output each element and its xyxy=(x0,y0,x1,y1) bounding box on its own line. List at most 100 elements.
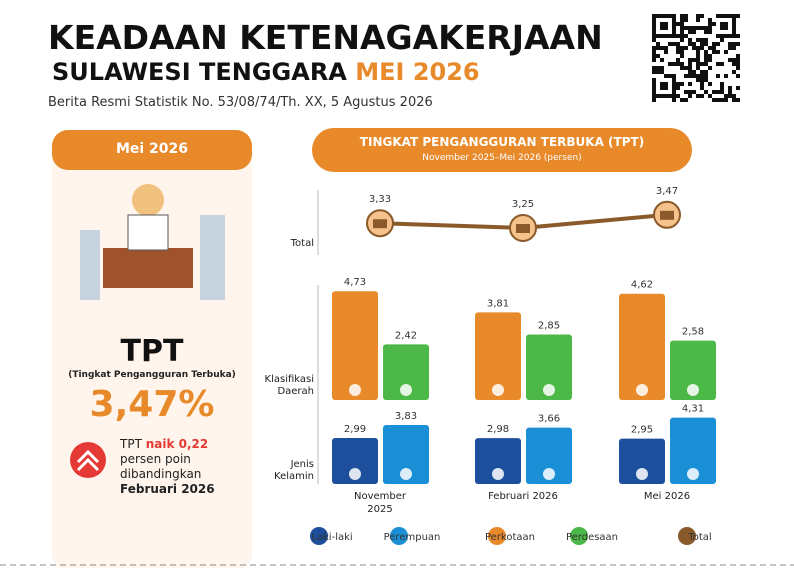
bar-icon xyxy=(687,468,699,480)
qr-cell xyxy=(696,66,700,70)
qr-cell xyxy=(704,50,708,54)
qr-cell xyxy=(732,18,736,22)
qr-cell xyxy=(672,34,676,38)
qr-cell xyxy=(652,30,656,34)
qr-cell xyxy=(696,50,700,54)
qr-cell xyxy=(700,86,704,90)
qr-cell xyxy=(692,90,696,94)
qr-cell xyxy=(716,74,720,78)
briefcase-icon xyxy=(516,224,530,233)
qr-cell xyxy=(732,46,736,50)
qr-cell xyxy=(672,82,676,86)
qr-cell xyxy=(676,82,680,86)
qr-cell xyxy=(700,70,704,74)
title-period: MEI 2026 xyxy=(355,58,480,86)
qr-cell xyxy=(664,46,668,50)
qr-cell xyxy=(660,82,664,86)
legend-swatch xyxy=(678,527,696,545)
illustration xyxy=(80,184,225,300)
qr-cell xyxy=(700,82,704,86)
qr-cell xyxy=(656,54,660,58)
qr-cell xyxy=(652,82,656,86)
bar-icon xyxy=(349,384,361,396)
qr-cell xyxy=(700,62,704,66)
legend-swatch xyxy=(570,527,588,545)
qr-cell xyxy=(704,30,708,34)
qr-cell xyxy=(676,42,680,46)
qr-cell xyxy=(664,22,668,26)
qr-cell xyxy=(736,98,740,102)
value-label: 3,66 xyxy=(538,414,560,425)
bar xyxy=(670,417,716,484)
qr-cell xyxy=(656,94,660,98)
qr-cell xyxy=(656,70,660,74)
qr-code xyxy=(652,14,740,102)
qr-cell xyxy=(684,90,688,94)
qr-cell xyxy=(736,66,740,70)
qr-cell xyxy=(652,34,656,38)
value-label: 2,58 xyxy=(682,327,704,338)
qr-cell xyxy=(672,30,676,34)
qr-cell xyxy=(720,38,724,42)
qr-cell xyxy=(652,98,656,102)
qr-cell xyxy=(720,82,724,86)
title: KEADAAN KETENAGAKERJAAN xyxy=(48,18,603,57)
qr-cell xyxy=(732,26,736,30)
bar-icon xyxy=(400,468,412,480)
qr-cell xyxy=(680,38,684,42)
qr-cell xyxy=(680,34,684,38)
qr-cell xyxy=(712,50,716,54)
qr-cell xyxy=(708,46,712,50)
row-label: Total xyxy=(290,238,314,249)
qr-cell xyxy=(672,74,676,78)
qr-cell xyxy=(704,78,708,82)
title-line2: SULAWESI TENGGARA MEI 2026 xyxy=(52,58,480,86)
value-label: 3,25 xyxy=(512,199,534,210)
bar xyxy=(383,425,429,484)
qr-cell xyxy=(724,94,728,98)
qr-cell xyxy=(732,30,736,34)
qr-cell xyxy=(720,14,724,18)
legend-label: Total xyxy=(687,532,711,543)
qr-cell xyxy=(660,86,664,90)
qr-cell xyxy=(700,14,704,18)
qr-cell xyxy=(696,18,700,22)
qr-cell xyxy=(724,14,728,18)
qr-cell xyxy=(704,54,708,58)
qr-cell xyxy=(728,14,732,18)
legend-swatch xyxy=(390,527,408,545)
value-label: 3,33 xyxy=(369,194,391,205)
qr-cell xyxy=(672,18,676,22)
qr-cell xyxy=(704,74,708,78)
qr-cell xyxy=(676,94,680,98)
qr-cell xyxy=(664,82,668,86)
qr-cell xyxy=(716,50,720,54)
qr-cell xyxy=(712,42,716,46)
qr-cell xyxy=(736,58,740,62)
qr-cell xyxy=(656,34,660,38)
bar xyxy=(475,312,521,400)
qr-cell xyxy=(692,26,696,30)
qr-cell xyxy=(668,94,672,98)
qr-cell xyxy=(656,66,660,70)
qr-cell xyxy=(668,42,672,46)
title-region: SULAWESI TENGGARA xyxy=(52,58,347,86)
qr-cell xyxy=(696,46,700,50)
qr-cell xyxy=(672,26,676,30)
qr-cell xyxy=(676,34,680,38)
qr-cell xyxy=(668,14,672,18)
qr-cell xyxy=(688,42,692,46)
legend-swatch xyxy=(310,527,328,545)
qr-cell xyxy=(688,90,692,94)
qr-cell xyxy=(684,14,688,18)
qr-cell xyxy=(736,14,740,18)
qr-cell xyxy=(716,14,720,18)
qr-cell xyxy=(728,42,732,46)
qr-cell xyxy=(696,94,700,98)
qr-cell xyxy=(692,58,696,62)
qr-cell xyxy=(680,14,684,18)
qr-cell xyxy=(672,78,676,82)
qr-cell xyxy=(652,94,656,98)
indicator: TPT xyxy=(120,334,184,369)
qr-cell xyxy=(676,50,680,54)
